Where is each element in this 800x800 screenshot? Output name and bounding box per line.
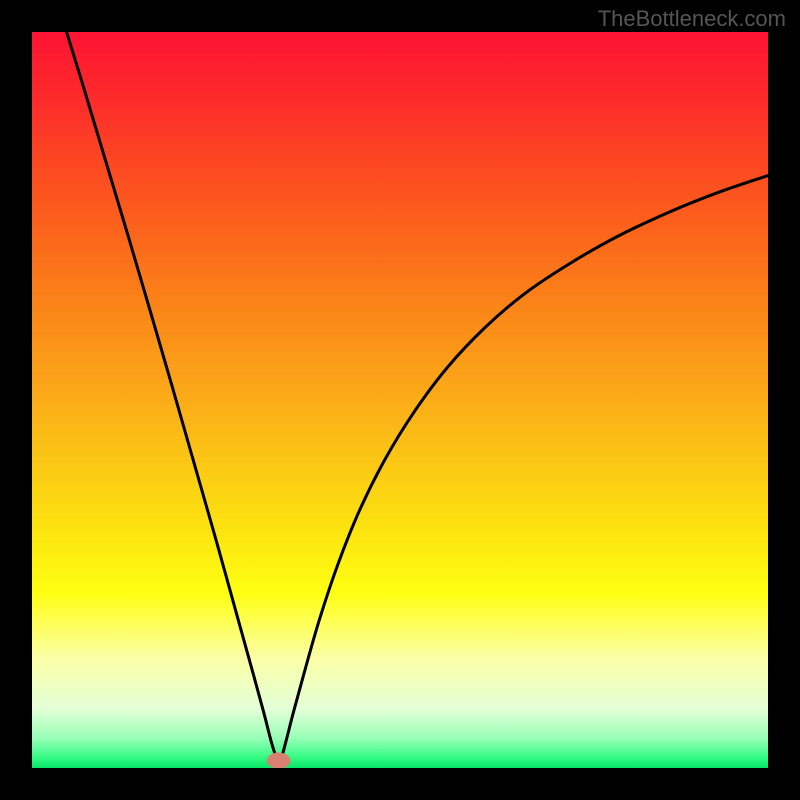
chart-svg — [32, 32, 768, 768]
chart-vertex-marker — [267, 753, 291, 768]
watermark-text: TheBottleneck.com — [598, 6, 786, 32]
chart-plot-area — [32, 32, 768, 768]
chart-background-gradient — [32, 32, 768, 768]
